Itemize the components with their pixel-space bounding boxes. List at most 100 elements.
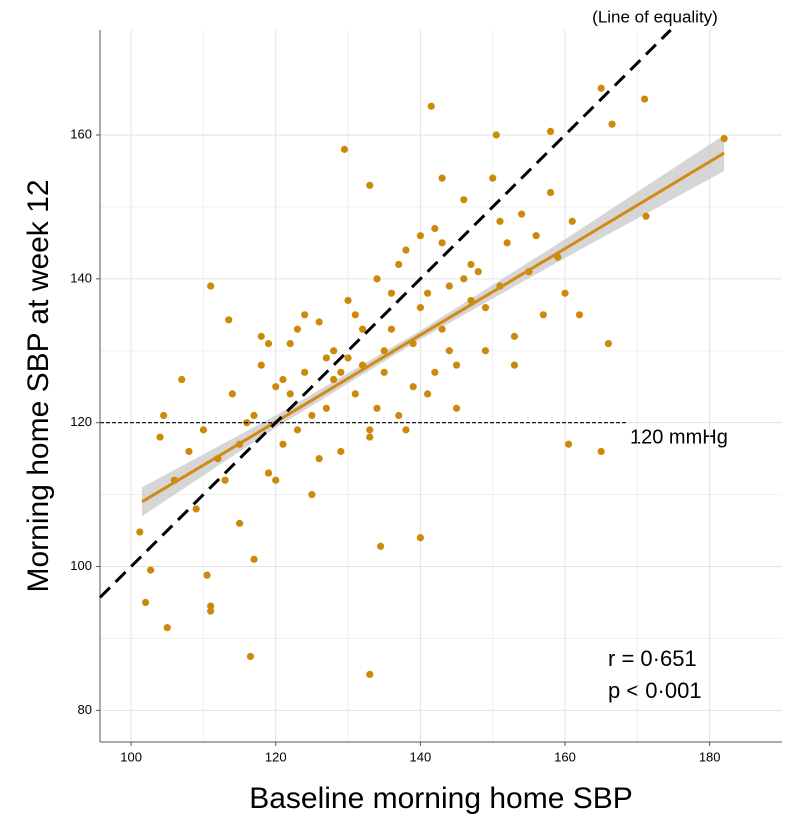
point xyxy=(301,368,309,376)
point xyxy=(416,534,424,542)
point xyxy=(373,404,381,412)
point xyxy=(264,339,273,348)
point xyxy=(330,375,338,384)
point xyxy=(340,145,349,153)
annotation: r = 0·651 xyxy=(608,646,697,671)
point xyxy=(503,239,511,247)
point xyxy=(156,433,164,441)
point xyxy=(597,84,605,92)
y-tick-label: 120 xyxy=(70,414,92,429)
point xyxy=(438,239,446,247)
x-tick-label: 140 xyxy=(410,749,432,764)
point xyxy=(720,134,728,143)
point xyxy=(409,383,417,391)
point xyxy=(163,624,171,632)
point xyxy=(387,325,396,333)
point xyxy=(203,571,211,579)
point xyxy=(322,404,330,412)
point xyxy=(546,188,555,197)
confidence-band xyxy=(141,135,725,517)
point xyxy=(279,440,287,448)
point xyxy=(460,275,468,283)
point xyxy=(351,311,359,319)
point xyxy=(366,181,374,189)
point xyxy=(492,131,500,139)
point xyxy=(575,311,584,319)
point xyxy=(136,528,144,536)
point xyxy=(337,447,345,456)
point xyxy=(293,426,302,434)
x-tick-label: 180 xyxy=(699,749,721,764)
point xyxy=(424,289,432,297)
equality-line xyxy=(98,28,672,599)
plot-area xyxy=(100,30,782,742)
point xyxy=(228,390,236,398)
point xyxy=(257,332,265,340)
point xyxy=(424,390,432,398)
point xyxy=(445,347,453,355)
point xyxy=(568,217,576,225)
point xyxy=(264,469,273,477)
point xyxy=(431,368,439,376)
point xyxy=(207,607,215,615)
point xyxy=(445,282,453,290)
point xyxy=(395,411,403,420)
point xyxy=(301,311,309,319)
point xyxy=(373,275,381,283)
point xyxy=(518,210,526,218)
point xyxy=(199,426,208,434)
point xyxy=(246,652,255,661)
point xyxy=(160,411,168,420)
point xyxy=(308,411,316,420)
point xyxy=(286,390,294,398)
point xyxy=(337,368,345,376)
point xyxy=(380,347,388,355)
point xyxy=(452,404,461,412)
point xyxy=(185,447,193,456)
point xyxy=(565,440,573,448)
point xyxy=(257,361,265,369)
point xyxy=(642,212,650,220)
point xyxy=(207,282,215,290)
point xyxy=(315,455,323,463)
point xyxy=(344,296,352,305)
point xyxy=(402,426,410,434)
point xyxy=(604,339,613,348)
point xyxy=(532,232,540,240)
point xyxy=(380,368,388,376)
point xyxy=(431,224,439,233)
equality-label: (Line of equality) xyxy=(592,7,718,26)
point xyxy=(395,260,403,269)
y-tick-label: 140 xyxy=(70,270,92,285)
hline-label: 120 mmHg xyxy=(630,426,728,448)
point xyxy=(366,426,374,434)
point xyxy=(510,361,519,369)
point xyxy=(481,347,490,355)
fit-line xyxy=(141,151,725,504)
y-axis-title: Morning home SBP at week 12 xyxy=(22,179,55,592)
point xyxy=(272,383,280,391)
point xyxy=(147,566,155,574)
point xyxy=(489,174,497,182)
point xyxy=(427,102,435,110)
point xyxy=(250,411,258,420)
point xyxy=(460,196,468,204)
point xyxy=(225,316,233,324)
point xyxy=(351,390,359,398)
point xyxy=(308,490,316,499)
point xyxy=(452,361,461,369)
point xyxy=(366,670,374,678)
point xyxy=(561,289,569,297)
annotation: p < 0·001 xyxy=(608,678,702,703)
y-tick-label: 80 xyxy=(78,702,92,717)
point xyxy=(221,476,229,484)
point xyxy=(293,325,302,333)
point xyxy=(416,304,424,312)
point xyxy=(474,268,482,276)
point xyxy=(377,542,385,550)
point xyxy=(546,127,555,136)
point xyxy=(640,95,649,103)
point xyxy=(510,332,519,340)
point xyxy=(481,304,490,312)
